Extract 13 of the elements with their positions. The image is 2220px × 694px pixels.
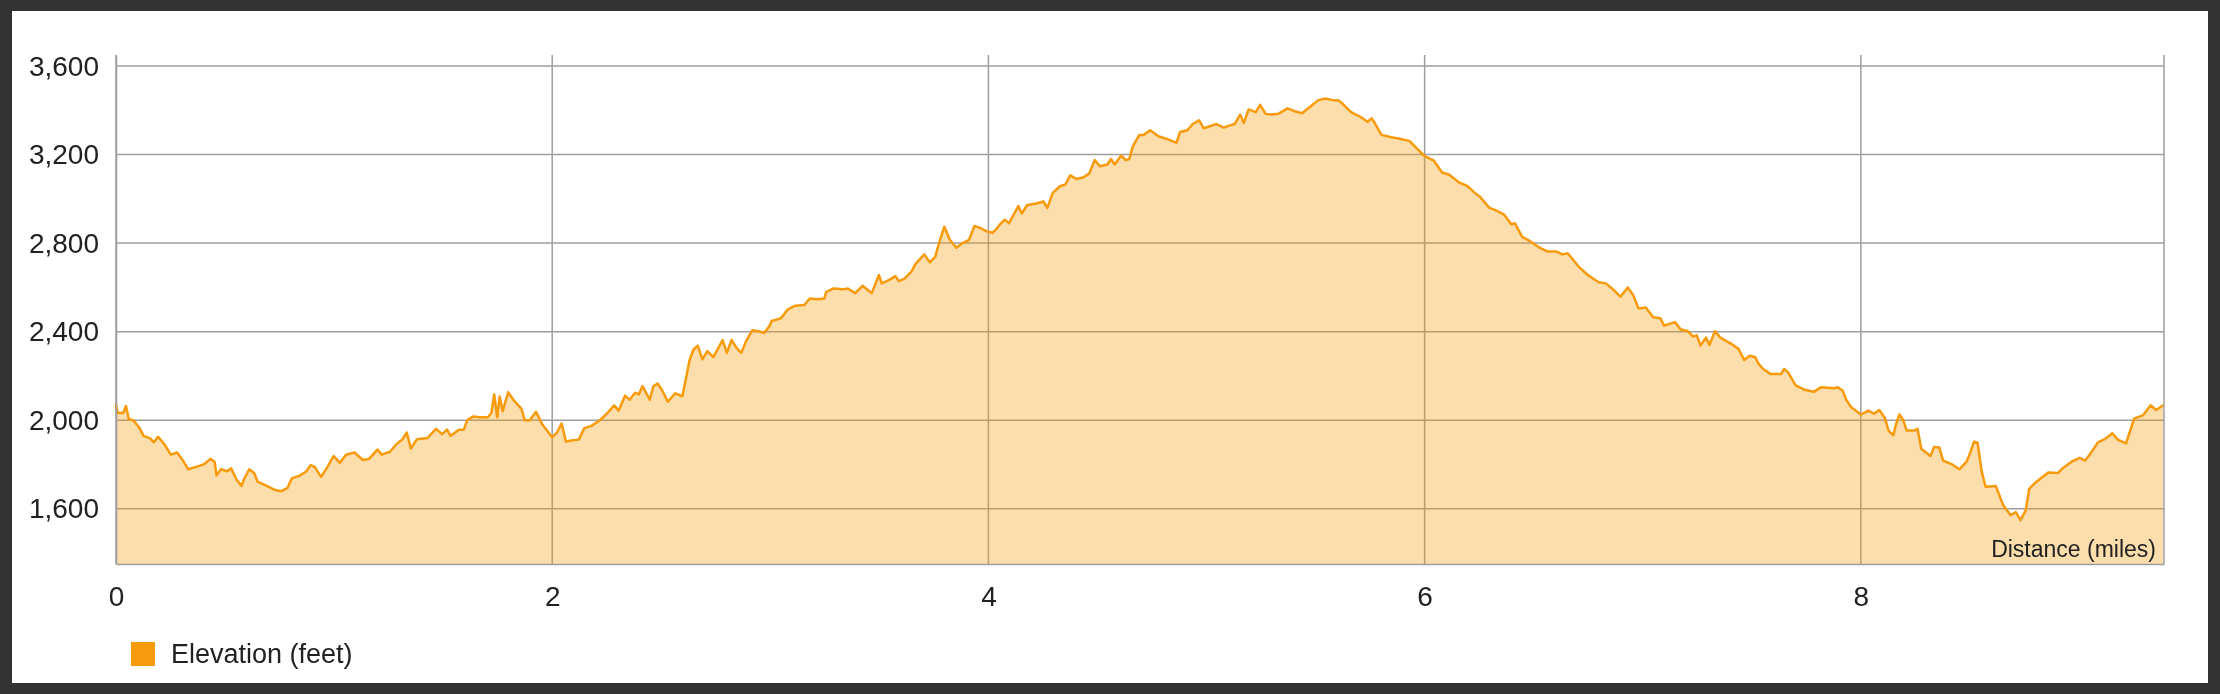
y-tick-label: 2,000 <box>28 404 99 436</box>
x-tick-label: 8 <box>1853 580 1870 612</box>
y-tick-label: 3,200 <box>28 139 99 171</box>
y-tick-label: 2,800 <box>28 227 99 259</box>
y-tick-label: 1,600 <box>28 493 99 525</box>
x-tick-label: 0 <box>108 580 125 612</box>
x-tick-label: 2 <box>544 580 561 612</box>
y-tick-label: 3,600 <box>28 50 99 82</box>
legend-label: Elevation (feet) <box>171 639 353 669</box>
x-tick-label: 6 <box>1417 580 1433 612</box>
x-tick-label: 4 <box>981 580 997 612</box>
y-tick-label: 2,400 <box>28 316 99 348</box>
x-axis-title: Distance (miles) <box>1991 536 2156 562</box>
